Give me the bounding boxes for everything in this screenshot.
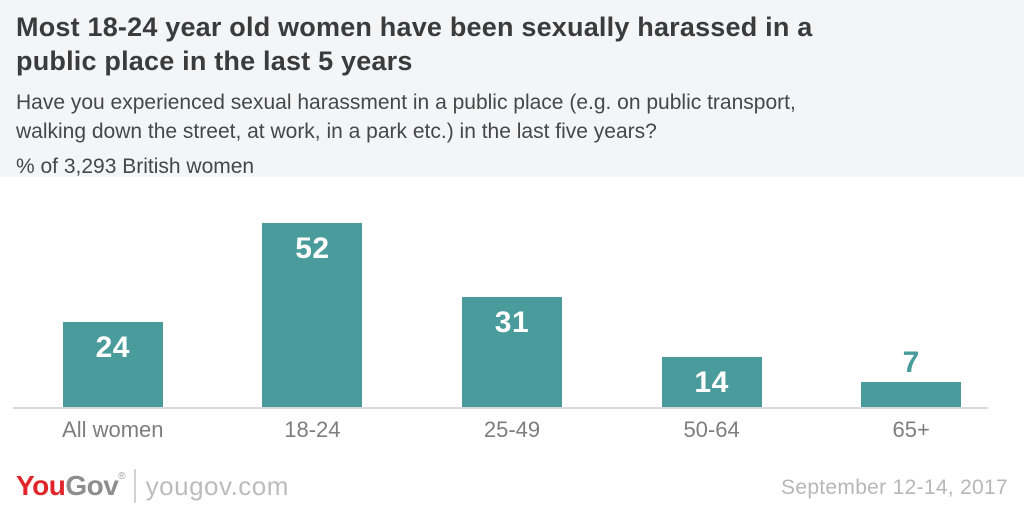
bar-column: 52: [213, 187, 413, 407]
header-band: Most 18-24 year old women have been sexu…: [0, 0, 1024, 178]
yougov-logo: You Gov ® yougov.com: [16, 469, 289, 503]
category-labels-row: All women 18-24 25-49 50-64 65+: [13, 417, 1011, 443]
bar: [861, 382, 962, 407]
bar-value-label: 24: [95, 331, 130, 364]
logo-you-text: You: [16, 470, 66, 501]
bar-column: 24: [13, 187, 213, 407]
bar-value-label: 7: [902, 346, 920, 379]
bars-row: 24 52 31 14 7: [13, 187, 1011, 407]
logo-gov-text: Gov: [65, 470, 119, 501]
bar: 52: [262, 223, 363, 407]
website-url: yougov.com: [145, 470, 289, 501]
x-axis-line: [13, 407, 988, 409]
logo-divider: [133, 469, 136, 503]
bar: 24: [62, 322, 163, 407]
chart-subtitle-line-2: walking down the street, at work, in a p…: [16, 120, 657, 143]
chart-subtitle: Have you experienced sexual harassment i…: [16, 88, 1008, 146]
bar-column: 7: [811, 187, 1011, 407]
bar: 14: [661, 357, 762, 407]
chart-title-line-2: public place in the last 5 years: [16, 46, 413, 76]
bar-column: 31: [412, 187, 612, 407]
chart-title: Most 18-24 year old women have been sexu…: [16, 10, 1008, 78]
category-label: 18-24: [284, 417, 341, 442]
category-label: All women: [62, 417, 164, 442]
sample-size-note: % of 3,293 British women: [16, 155, 255, 178]
registered-mark-icon: ®: [118, 470, 126, 482]
category-label: 25-49: [483, 417, 541, 442]
fieldwork-date: September 12-14, 2017: [781, 476, 1008, 499]
bar-column: 14: [612, 187, 812, 407]
category-label: 50-64: [683, 417, 740, 442]
bar: 31: [461, 297, 562, 407]
bar-chart: 24 52 31 14 7 All women 18-24 25-49 50-64 65+: [0, 177, 1024, 457]
category-label: 65+: [892, 417, 930, 442]
bar-value-label: 52: [295, 232, 330, 265]
footer: You Gov ® yougov.com September 12-14, 2017: [0, 457, 1024, 512]
chart-title-line-1: Most 18-24 year old women have been sexu…: [16, 12, 813, 42]
bar-value-label: 14: [694, 366, 729, 399]
bar-value-label: 31: [494, 306, 530, 339]
chart-subtitle-line-1: Have you experienced sexual harassment i…: [16, 91, 796, 114]
